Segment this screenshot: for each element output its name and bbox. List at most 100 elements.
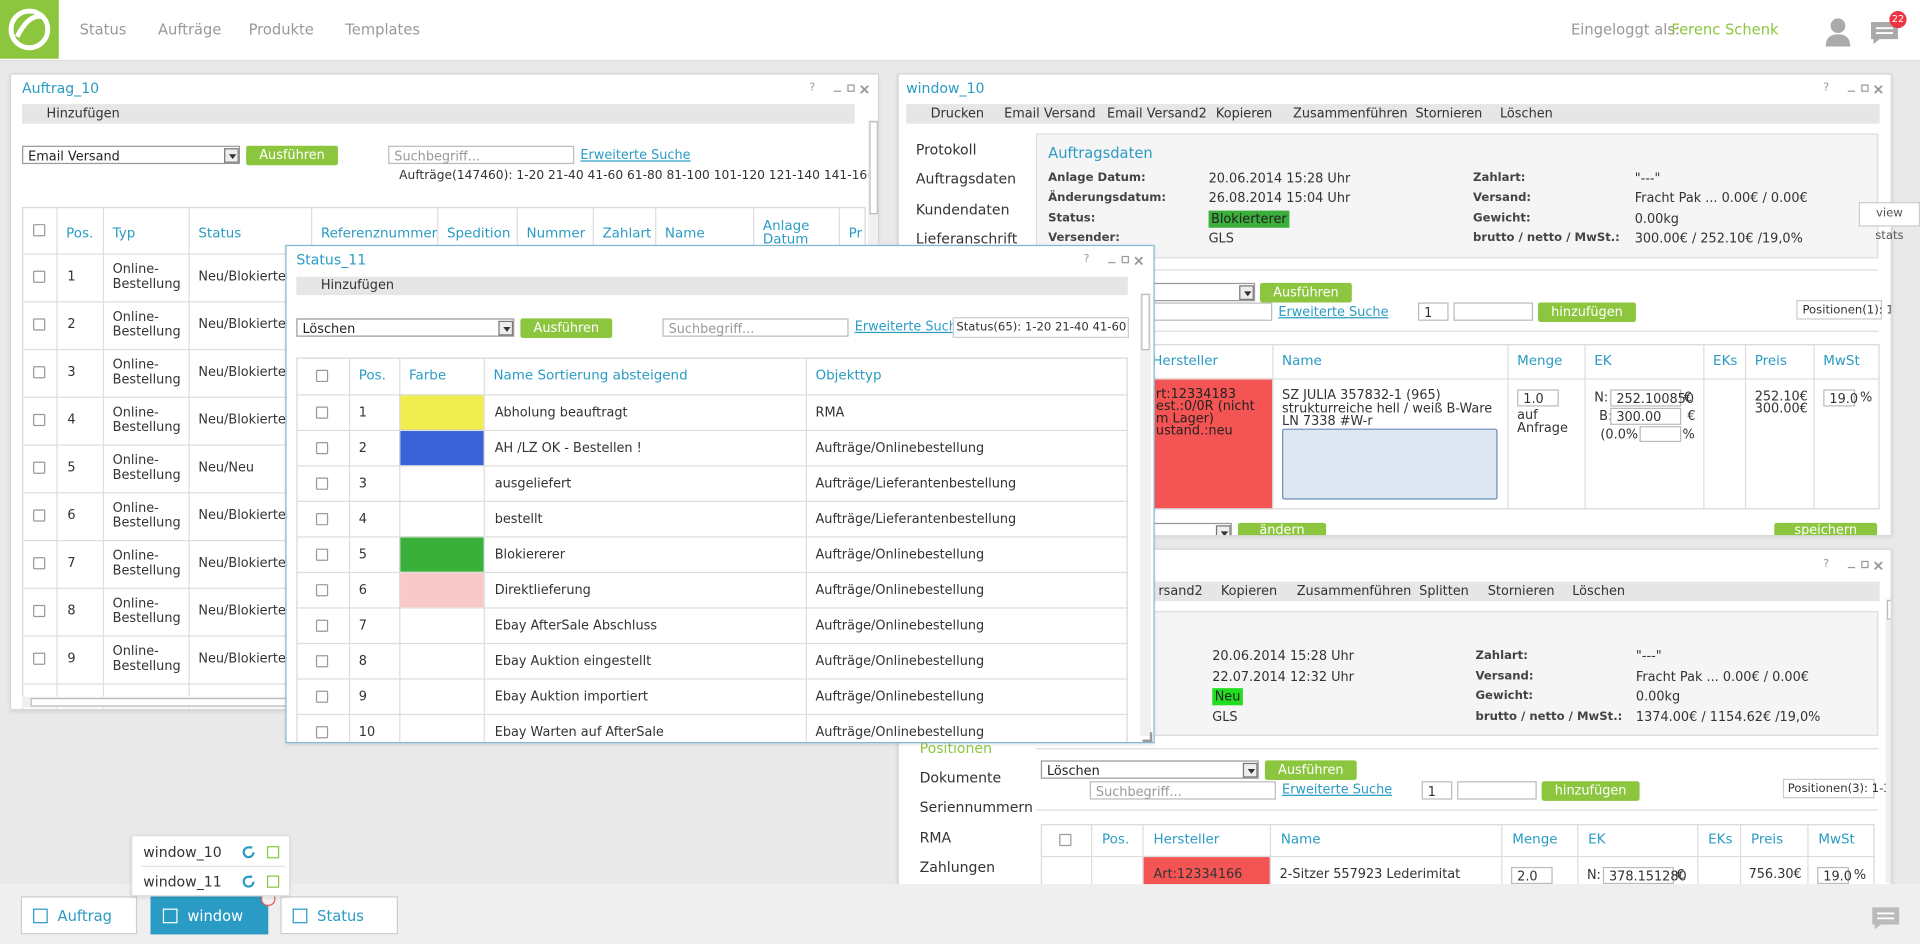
button[interactable]: speichern xyxy=(1774,522,1878,536)
select[interactable]: Email Versand xyxy=(22,145,241,165)
button[interactable]: hinzufügen xyxy=(1537,302,1636,323)
checkbox[interactable] xyxy=(315,512,329,525)
button[interactable]: Ausführen xyxy=(246,145,338,166)
input[interactable]: 2.0 xyxy=(1511,866,1553,885)
close-button[interactable] xyxy=(860,83,870,94)
column-header[interactable]: MwSt xyxy=(1818,831,1855,848)
input[interactable] xyxy=(1457,781,1537,800)
checkbox[interactable] xyxy=(33,366,46,379)
checkbox[interactable] xyxy=(33,413,46,427)
toolbar-item[interactable]: Email Versand xyxy=(1004,106,1096,122)
column-header[interactable]: Preis xyxy=(1754,352,1787,369)
checkbox[interactable] xyxy=(315,654,329,667)
toolbar-item[interactable]: Drucken xyxy=(930,106,985,122)
messages-icon[interactable] xyxy=(1871,906,1900,930)
close-button[interactable] xyxy=(1873,83,1883,94)
button[interactable]: Ausführen xyxy=(1260,282,1352,303)
input[interactable]: 19.0 xyxy=(1817,866,1852,885)
toolbar-item[interactable]: Hinzufügen xyxy=(320,277,394,293)
side-menu-item[interactable]: Dokumente xyxy=(919,768,1002,787)
minimize-button[interactable] xyxy=(1847,566,1856,569)
column-header[interactable]: Preis xyxy=(1751,831,1784,848)
side-menu-item[interactable]: RMA xyxy=(919,828,952,847)
column-header[interactable]: Hersteller xyxy=(1153,831,1220,848)
column-header[interactable]: Menge xyxy=(1512,831,1558,848)
column-header[interactable]: EK xyxy=(1594,352,1612,369)
checkbox[interactable] xyxy=(315,405,329,419)
maximize-button[interactable] xyxy=(1121,255,1129,264)
column-header[interactable]: Referenznummer xyxy=(320,224,438,241)
toolbar-item[interactable]: Zusammenführen xyxy=(1293,106,1408,122)
side-menu-item[interactable]: Auftragsdaten xyxy=(915,170,1017,188)
minimize-button[interactable] xyxy=(1108,262,1116,264)
reload-icon[interactable] xyxy=(241,845,256,860)
side-menu-item[interactable]: Zahlungen xyxy=(919,858,996,876)
nav-item[interactable]: Templates xyxy=(345,20,421,38)
column-header[interactable]: Spedition xyxy=(446,224,511,241)
input[interactable] xyxy=(1453,302,1534,321)
checkbox[interactable] xyxy=(33,224,46,237)
column-header[interactable]: Name xyxy=(664,224,705,241)
checkbox[interactable] xyxy=(33,652,46,665)
close-button[interactable] xyxy=(1873,560,1883,571)
column-header[interactable]: Name xyxy=(1282,352,1322,369)
checkbox[interactable] xyxy=(315,725,329,738)
checkbox[interactable] xyxy=(33,461,46,474)
advanced-search-link[interactable]: Erweiterte Suche xyxy=(580,148,691,163)
column-header[interactable]: EK xyxy=(1588,831,1606,848)
maximize-button[interactable] xyxy=(1861,560,1869,569)
button[interactable]: hinzufügen xyxy=(1541,781,1640,801)
toolbar-item[interactable]: Löschen xyxy=(1500,106,1553,122)
side-menu-item[interactable]: Protokoll xyxy=(915,140,977,158)
checkbox[interactable] xyxy=(1059,833,1072,847)
input[interactable]: 19.0 xyxy=(1823,389,1858,407)
help-button[interactable]: ? xyxy=(1823,558,1830,571)
taskbar-tab[interactable]: Auftrag xyxy=(20,896,138,935)
column-header[interactable]: Pos. xyxy=(66,224,94,241)
input[interactable]: 378.151280 xyxy=(1602,866,1687,885)
checkbox[interactable] xyxy=(315,618,329,632)
column-header[interactable]: Name Sortierung absteigend xyxy=(493,367,688,384)
column-header[interactable]: EKs xyxy=(1708,831,1733,848)
item-note[interactable] xyxy=(1282,428,1498,500)
column-header[interactable]: Status xyxy=(198,224,242,241)
user-icon[interactable] xyxy=(1824,17,1851,47)
toolbar-item[interactable]: Email Versand2 xyxy=(1106,106,1207,122)
column-header[interactable]: EKs xyxy=(1713,352,1738,369)
taskbar-tab[interactable]: window xyxy=(150,896,269,935)
button[interactable]: Ausführen xyxy=(1264,760,1357,781)
toolbar-item[interactable]: Zusammenführen xyxy=(1296,584,1412,599)
column-header[interactable]: Menge xyxy=(1517,352,1563,369)
button[interactable]: Ausführen xyxy=(520,318,613,338)
maximize-button[interactable] xyxy=(1861,84,1869,92)
checkbox[interactable] xyxy=(33,509,46,522)
advanced-search-link[interactable]: Erweiterte Suche xyxy=(1282,782,1393,798)
input[interactable]: 300.00 xyxy=(1610,407,1682,425)
nav-item[interactable]: Produkte xyxy=(248,20,314,38)
checkbox[interactable] xyxy=(33,318,46,331)
column-header[interactable]: Typ xyxy=(112,224,136,241)
input[interactable]: 1.0 xyxy=(1517,389,1559,407)
help-button[interactable]: ? xyxy=(1823,82,1830,95)
column-header[interactable]: Nummer xyxy=(526,224,586,241)
input[interactable]: 1 xyxy=(1421,781,1453,800)
column-header[interactable]: MwSt xyxy=(1823,352,1860,369)
input[interactable]: Suchbegriff... xyxy=(388,145,575,165)
column-header[interactable]: Pos. xyxy=(1102,831,1130,848)
minimize-button[interactable] xyxy=(1847,90,1856,92)
advanced-search-link[interactable]: Erweiterte Suche xyxy=(1278,304,1389,320)
advanced-search-link[interactable]: Erweiterte Suche xyxy=(854,319,965,335)
checkbox[interactable] xyxy=(315,583,329,596)
maximize-button[interactable] xyxy=(847,84,855,92)
help-button[interactable]: ? xyxy=(1083,253,1090,266)
reload-icon[interactable] xyxy=(241,874,256,889)
side-menu-item[interactable]: Lieferanschrift xyxy=(915,230,1018,248)
checkbox[interactable] xyxy=(315,547,329,561)
side-menu-item[interactable]: Kundendaten xyxy=(915,200,1010,218)
nav-item[interactable]: Aufträge xyxy=(157,20,222,38)
toolbar-item[interactable]: Kopieren xyxy=(1215,106,1273,122)
nav-item[interactable]: Status xyxy=(79,20,127,38)
column-header[interactable]: Hersteller xyxy=(1152,352,1219,369)
input[interactable]: 252.100850 xyxy=(1610,389,1694,407)
checkbox[interactable] xyxy=(33,270,46,283)
